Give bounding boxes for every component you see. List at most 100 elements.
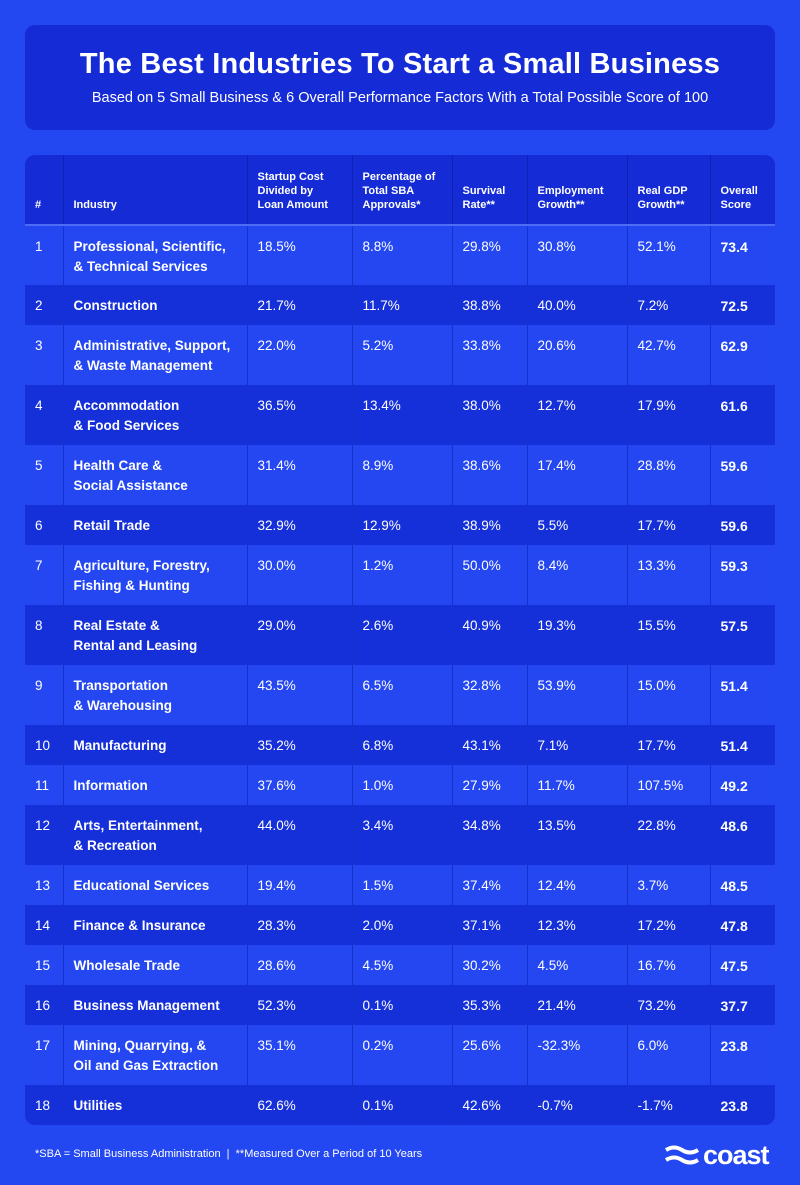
cell-overall-score: 51.4 — [710, 665, 775, 725]
cell-survival-rate: 32.8% — [452, 665, 528, 725]
cell-startup-cost: 62.6% — [247, 1085, 353, 1125]
cell-overall-score: 48.6 — [710, 805, 775, 865]
cell-industry: Mining, Quarrying, & Oil and Gas Extracti… — [63, 1025, 248, 1085]
cell-employment-growth: 20.6% — [527, 325, 628, 385]
industry-line: Rental and Leasing — [73, 638, 198, 653]
cell-gdp-growth: 13.3% — [627, 545, 711, 605]
cell-startup-cost: 43.5% — [247, 665, 353, 725]
cell-overall-score: 23.8 — [710, 1085, 775, 1125]
cell-rank: 16 — [25, 985, 64, 1025]
cell-gdp-growth: 73.2% — [627, 985, 711, 1025]
waves-icon — [665, 1145, 699, 1165]
table-row: 4 Accommodation & Food Services 36.5% 13.4% 3… — [25, 385, 775, 445]
cell-rank: 11 — [25, 765, 64, 805]
cell-rank: 1 — [25, 225, 64, 285]
cell-employment-growth: 12.4% — [527, 865, 628, 905]
cell-employment-growth: 19.3% — [527, 605, 628, 665]
cell-survival-rate: 35.3% — [452, 985, 528, 1025]
cell-industry: Arts, Entertainment, & Recreation — [63, 805, 248, 865]
cell-survival-rate: 38.0% — [452, 385, 528, 445]
cell-startup-cost: 22.0% — [247, 325, 353, 385]
cell-startup-cost: 21.7% — [247, 285, 353, 325]
cell-rank: 4 — [25, 385, 64, 445]
column-header-employment-growth: Employment Growth** — [527, 155, 628, 226]
cell-overall-score: 47.5 — [710, 945, 775, 985]
coast-logo: coast — [665, 1142, 770, 1169]
cell-survival-rate: 33.8% — [452, 325, 528, 385]
industry-line: & Technical Services — [73, 259, 208, 274]
cell-industry: Transportation & Warehousing — [63, 665, 248, 725]
cell-overall-score: 73.4 — [710, 225, 775, 285]
cell-startup-cost: 35.2% — [247, 725, 353, 765]
cell-gdp-growth: 17.2% — [627, 905, 711, 945]
industry-line: Fishing & Hunting — [73, 578, 190, 593]
industry-line: Mining, Quarrying, & — [73, 1038, 207, 1053]
industry-line: Transportation — [73, 678, 169, 693]
cell-industry: Agriculture, Forestry, Fishing & Hunting — [63, 545, 248, 605]
cell-startup-cost: 19.4% — [247, 865, 353, 905]
cell-gdp-growth: 107.5% — [627, 765, 711, 805]
cell-survival-rate: 37.4% — [452, 865, 528, 905]
column-header-startup-cost: Startup Cost Divided by Loan Amount — [247, 155, 353, 226]
cell-sba-approvals: 11.7% — [352, 285, 453, 325]
cell-gdp-growth: 17.9% — [627, 385, 711, 445]
cell-startup-cost: 52.3% — [247, 985, 353, 1025]
table-row: 8 Real Estate & Rental and Leasing 29.0% 2.6… — [25, 605, 775, 665]
cell-employment-growth: 7.1% — [527, 725, 628, 765]
cell-rank: 14 — [25, 905, 64, 945]
table-row: 3 Administrative, Support, & Waste Managem… — [25, 325, 775, 385]
cell-startup-cost: 28.6% — [247, 945, 353, 985]
cell-survival-rate: 38.8% — [452, 285, 528, 325]
cell-survival-rate: 38.9% — [452, 505, 528, 545]
cell-employment-growth: 8.4% — [527, 545, 628, 605]
industry-line: Real Estate & — [73, 618, 160, 633]
cell-industry: Utilities — [63, 1085, 248, 1125]
cell-sba-approvals: 2.0% — [352, 905, 453, 945]
cell-startup-cost: 18.5% — [247, 225, 353, 285]
cell-sba-approvals: 0.1% — [352, 1085, 453, 1125]
column-header-industry: Industry — [63, 155, 248, 226]
industry-line: Agriculture, Forestry, — [73, 558, 210, 573]
cell-gdp-growth: 17.7% — [627, 725, 711, 765]
industry-line: Professional, Scientific, — [73, 239, 226, 254]
cell-employment-growth: 13.5% — [527, 805, 628, 865]
cell-gdp-growth: 22.8% — [627, 805, 711, 865]
industry-line: Administrative, Support, — [73, 338, 231, 353]
cell-overall-score: 47.8 — [710, 905, 775, 945]
industry-line: Oil and Gas Extraction — [73, 1058, 219, 1073]
cell-rank: 6 — [25, 505, 64, 545]
cell-gdp-growth: 42.7% — [627, 325, 711, 385]
cell-employment-growth: 11.7% — [527, 765, 628, 805]
table-row: 1 Professional, Scientific, & Technical Se… — [25, 225, 775, 285]
cell-gdp-growth: 15.5% — [627, 605, 711, 665]
cell-sba-approvals: 1.5% — [352, 865, 453, 905]
cell-sba-approvals: 5.2% — [352, 325, 453, 385]
table-row: 11 Information 37.6% 1.0% 27.9% 11.7% 107.5% 49… — [25, 765, 775, 805]
cell-survival-rate: 29.8% — [452, 225, 528, 285]
cell-industry: Business Management — [63, 985, 248, 1025]
cell-employment-growth: 17.4% — [527, 445, 628, 505]
cell-overall-score: 59.6 — [710, 505, 775, 545]
cell-industry: Professional, Scientific, & Technical Ser… — [63, 225, 248, 285]
column-header-survival-rate: Survival Rate** — [452, 155, 528, 226]
cell-startup-cost: 32.9% — [247, 505, 353, 545]
cell-overall-score: 72.5 — [710, 285, 775, 325]
cell-industry: Accommodation & Food Services — [63, 385, 248, 445]
cell-startup-cost: 29.0% — [247, 605, 353, 665]
table-body: 1 Professional, Scientific, & Technical Se… — [25, 225, 775, 1125]
cell-overall-score: 59.3 — [710, 545, 775, 605]
cell-employment-growth: 53.9% — [527, 665, 628, 725]
table-row: 2 Construction 21.7% 11.7% 38.8% 40.0% 7.2% 72.… — [25, 285, 775, 325]
column-header-overall-score: Overall Score — [710, 155, 775, 226]
industry-line: & Waste Management — [73, 358, 213, 373]
cell-rank: 5 — [25, 445, 64, 505]
cell-gdp-growth: 7.2% — [627, 285, 711, 325]
table-header-row: # Industry Startup Cost Divided by Loan Am… — [25, 155, 775, 226]
industry-line: Health Care & — [73, 458, 163, 473]
cell-survival-rate: 43.1% — [452, 725, 528, 765]
column-header-gdp-growth: Real GDP Growth** — [627, 155, 711, 226]
industry-line: Arts, Entertainment, — [73, 818, 203, 833]
table-row: 14 Finance & Insurance 28.3% 2.0% 37.1% 12.3%… — [25, 905, 775, 945]
cell-sba-approvals: 13.4% — [352, 385, 453, 445]
cell-rank: 2 — [25, 285, 64, 325]
